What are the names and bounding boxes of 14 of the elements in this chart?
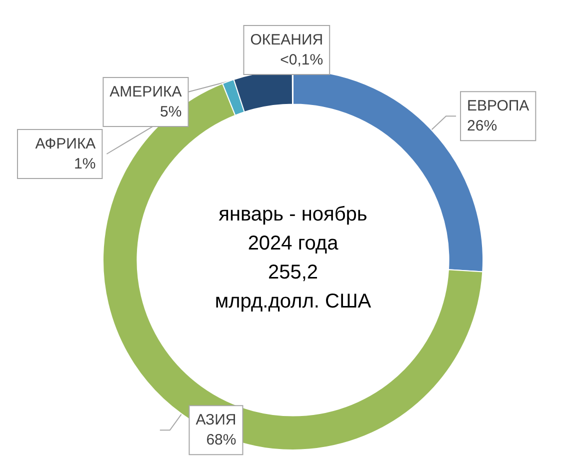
slice-label: АЗИЯ xyxy=(196,412,236,429)
data-label: 5% xyxy=(160,104,182,120)
text: 2024 года xyxy=(248,232,340,254)
data-label: 1% xyxy=(74,156,96,172)
slice-label: ЕВРОПА xyxy=(467,98,530,115)
data-label: <0,1% xyxy=(280,52,324,68)
slice-label: ОКЕАНИЯ xyxy=(250,32,324,48)
text: 255,2 xyxy=(268,262,318,284)
text: январь - ноябрь xyxy=(218,204,368,226)
data-label: 68% xyxy=(206,432,236,449)
text: млрд.долл. США xyxy=(214,290,372,312)
data-label: 26% xyxy=(467,118,498,135)
slice-label: АМЕРИКА xyxy=(110,84,182,100)
slice-label: АФРИКА xyxy=(35,136,96,152)
